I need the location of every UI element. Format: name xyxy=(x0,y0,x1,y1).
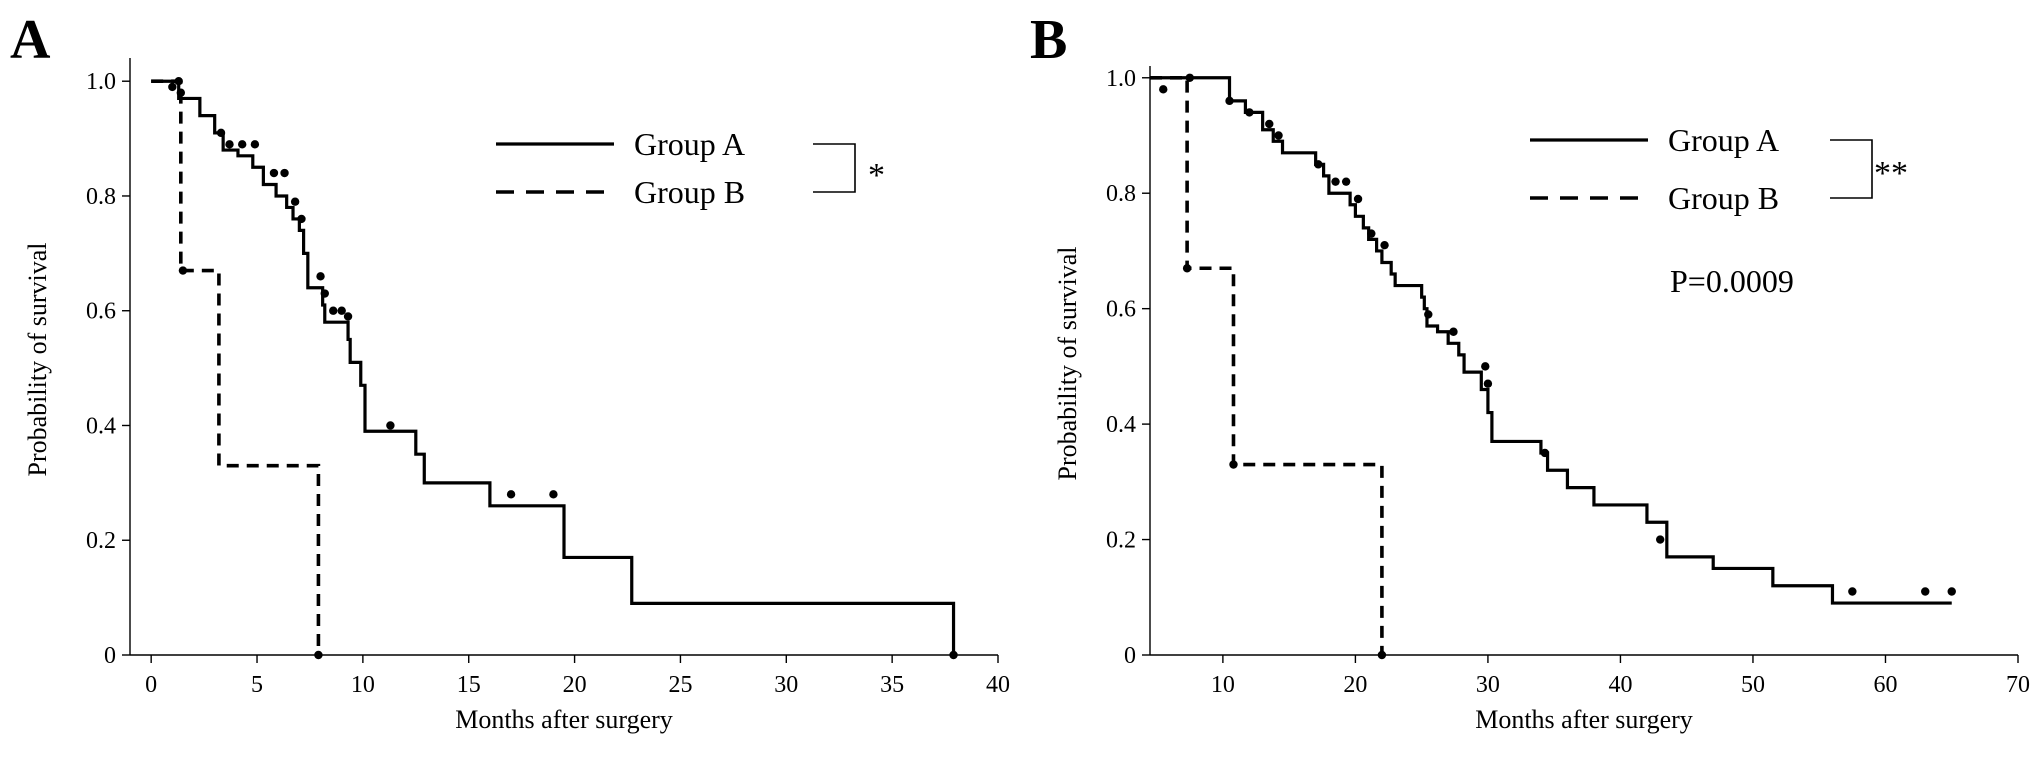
panel-letter: A xyxy=(10,9,51,71)
y-tick-label: 0 xyxy=(1124,643,1136,669)
censor-mark xyxy=(337,306,346,315)
significance-bracket xyxy=(1830,139,1873,199)
significance-bracket xyxy=(813,143,856,193)
x-tick-label: 60 xyxy=(1873,672,1897,698)
censor-mark xyxy=(225,140,234,149)
y-tick-label: 0 xyxy=(104,643,116,669)
x-tick-label: 0 xyxy=(145,672,157,698)
censor-mark xyxy=(386,421,395,430)
x-tick-label: 20 xyxy=(1343,672,1367,698)
censor-mark xyxy=(297,214,306,224)
censor-mark xyxy=(1159,85,1168,94)
x-tick-label: 35 xyxy=(880,672,904,698)
y-tick-label: 0.8 xyxy=(1106,181,1136,207)
censor-mark xyxy=(1314,160,1323,169)
censor-mark xyxy=(1424,310,1433,319)
y-tick-label: 1.0 xyxy=(1106,66,1136,92)
censor-mark xyxy=(506,490,516,499)
x-tick-label: 40 xyxy=(986,672,1010,698)
y-axis-title: Probability of survival xyxy=(1053,247,1082,481)
censor-mark xyxy=(1380,240,1389,250)
censor-mark xyxy=(1848,587,1857,596)
censor-mark xyxy=(168,82,177,92)
x-tick-label: 25 xyxy=(668,672,692,698)
censor-mark xyxy=(549,490,558,499)
x-tick-label: 10 xyxy=(351,672,375,698)
y-tick-label: 0.6 xyxy=(86,299,116,325)
censor-mark xyxy=(238,140,247,149)
panel-a: A 0 5 10 15 20 25 30 35 40 0 0.2 0.4 0.6 0.8 1.0 Months … xyxy=(10,9,1010,734)
censor-mark xyxy=(174,77,183,86)
survival-curve-group-a xyxy=(151,79,956,655)
x-tick-label: 20 xyxy=(563,672,587,698)
censor-mark xyxy=(1274,131,1283,140)
y-tick-label: 0.2 xyxy=(1106,528,1136,554)
censor-mark xyxy=(1331,177,1340,186)
censor-mark xyxy=(314,650,323,660)
survival-curve-group-a xyxy=(1150,76,1952,605)
panel-letter: B xyxy=(1030,9,1067,71)
x-axis-title: Months after surgery xyxy=(455,705,673,734)
censor-mark xyxy=(1265,119,1274,129)
censor-mark xyxy=(1449,327,1458,336)
censor-mark xyxy=(1225,96,1234,106)
censor-mark xyxy=(320,289,329,298)
censor-mark xyxy=(216,128,226,138)
x-tick-label: 70 xyxy=(2006,672,2030,698)
censor-mark xyxy=(269,168,279,178)
censor-mark xyxy=(1483,379,1493,388)
censor-mark xyxy=(1245,108,1254,117)
x-tick-label: 40 xyxy=(1608,672,1632,698)
censor-mark xyxy=(1182,264,1192,273)
censor-mark xyxy=(949,650,958,660)
censor-mark xyxy=(178,266,188,275)
x-tick-label: 15 xyxy=(457,672,481,698)
censor-mark xyxy=(316,272,325,281)
x-tick-label: 10 xyxy=(1211,672,1235,698)
x-tick-label: 5 xyxy=(251,672,263,698)
censor-mark xyxy=(1353,194,1363,204)
censor-mark xyxy=(1377,650,1387,660)
x-tick-label: 30 xyxy=(774,672,798,698)
censor-mark xyxy=(1947,587,1956,596)
censor-mark xyxy=(1229,460,1238,469)
x-tick-label: 50 xyxy=(1741,672,1765,698)
y-tick-label: 0.8 xyxy=(86,184,116,210)
survival-curve-group-b xyxy=(1150,75,1384,655)
censor-mark xyxy=(1341,177,1351,186)
censor-mark xyxy=(1481,362,1490,371)
survival-curve-group-b xyxy=(151,79,321,655)
censor-mark xyxy=(1185,73,1194,82)
y-axis-title: Probability of survival xyxy=(23,243,52,477)
censor-mark xyxy=(1540,448,1550,458)
y-tick-label: 0.6 xyxy=(1106,297,1136,323)
legend-label-group-a: Group A xyxy=(634,126,745,162)
censor-mark xyxy=(280,168,289,178)
x-axis-title: Months after surgery xyxy=(1475,705,1693,734)
censor-mark xyxy=(290,197,300,206)
legend-label-group-b: Group B xyxy=(1668,180,1779,216)
panel-b: B 10 20 30 40 50 60 70 0 0.2 0.4 0.6 0.8 1.0 Months af… xyxy=(1030,9,2030,734)
censor-mark xyxy=(1921,587,1930,596)
censor-mark xyxy=(329,306,338,315)
censor-mark xyxy=(343,312,353,321)
y-tick-label: 1.0 xyxy=(86,69,116,95)
censor-mark xyxy=(1655,535,1665,544)
legend-label-group-a: Group A xyxy=(1668,122,1779,158)
legend-label-group-b: Group B xyxy=(634,174,745,210)
y-tick-label: 0.4 xyxy=(1106,412,1136,438)
significance-marker: * xyxy=(868,157,885,194)
censor-mark xyxy=(250,140,260,149)
p-value: P=0.0009 xyxy=(1670,263,1794,299)
censor-mark xyxy=(1367,229,1376,238)
significance-marker: ** xyxy=(1874,155,1908,192)
y-tick-label: 0.2 xyxy=(86,528,116,554)
y-tick-label: 0.4 xyxy=(86,413,116,439)
x-tick-label: 30 xyxy=(1476,672,1500,698)
